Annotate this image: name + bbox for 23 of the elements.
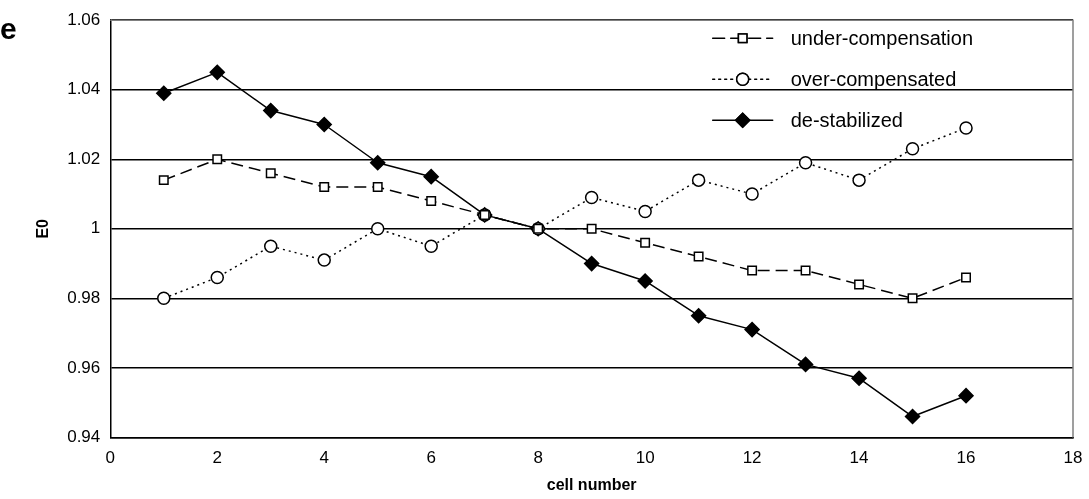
legend-label: under-compensation xyxy=(790,26,974,49)
x-tick-label: 4 xyxy=(319,448,329,468)
y-tick-label: 1.06 xyxy=(67,9,101,29)
text: e xyxy=(0,12,17,45)
y-axis-title: E0 xyxy=(34,218,52,239)
x-tick-label: 8 xyxy=(533,448,543,468)
x-tick-label: 14 xyxy=(849,448,869,468)
x-tick-label: 10 xyxy=(635,448,655,468)
x-tick-label: 16 xyxy=(956,448,976,468)
x-axis-title: cell number xyxy=(546,475,637,493)
x-tick-label: 6 xyxy=(426,448,436,468)
y-tick-label: 0.98 xyxy=(67,288,101,308)
y-tick-label: 0.96 xyxy=(67,357,101,377)
x-tick-label: 2 xyxy=(212,448,222,468)
legend-label: de-stabilized xyxy=(790,108,903,131)
x-tick-label: 0 xyxy=(105,448,116,468)
legend-label: over-compensated xyxy=(790,67,957,90)
x-tick-label: 12 xyxy=(742,448,762,468)
x-tick-label: 18 xyxy=(1063,448,1083,468)
y-tick-label: 1.04 xyxy=(67,79,101,99)
y-tick-label: 0.94 xyxy=(67,427,101,447)
y-tick-label: 1.02 xyxy=(67,148,101,168)
y-tick-label: 1 xyxy=(90,218,101,238)
